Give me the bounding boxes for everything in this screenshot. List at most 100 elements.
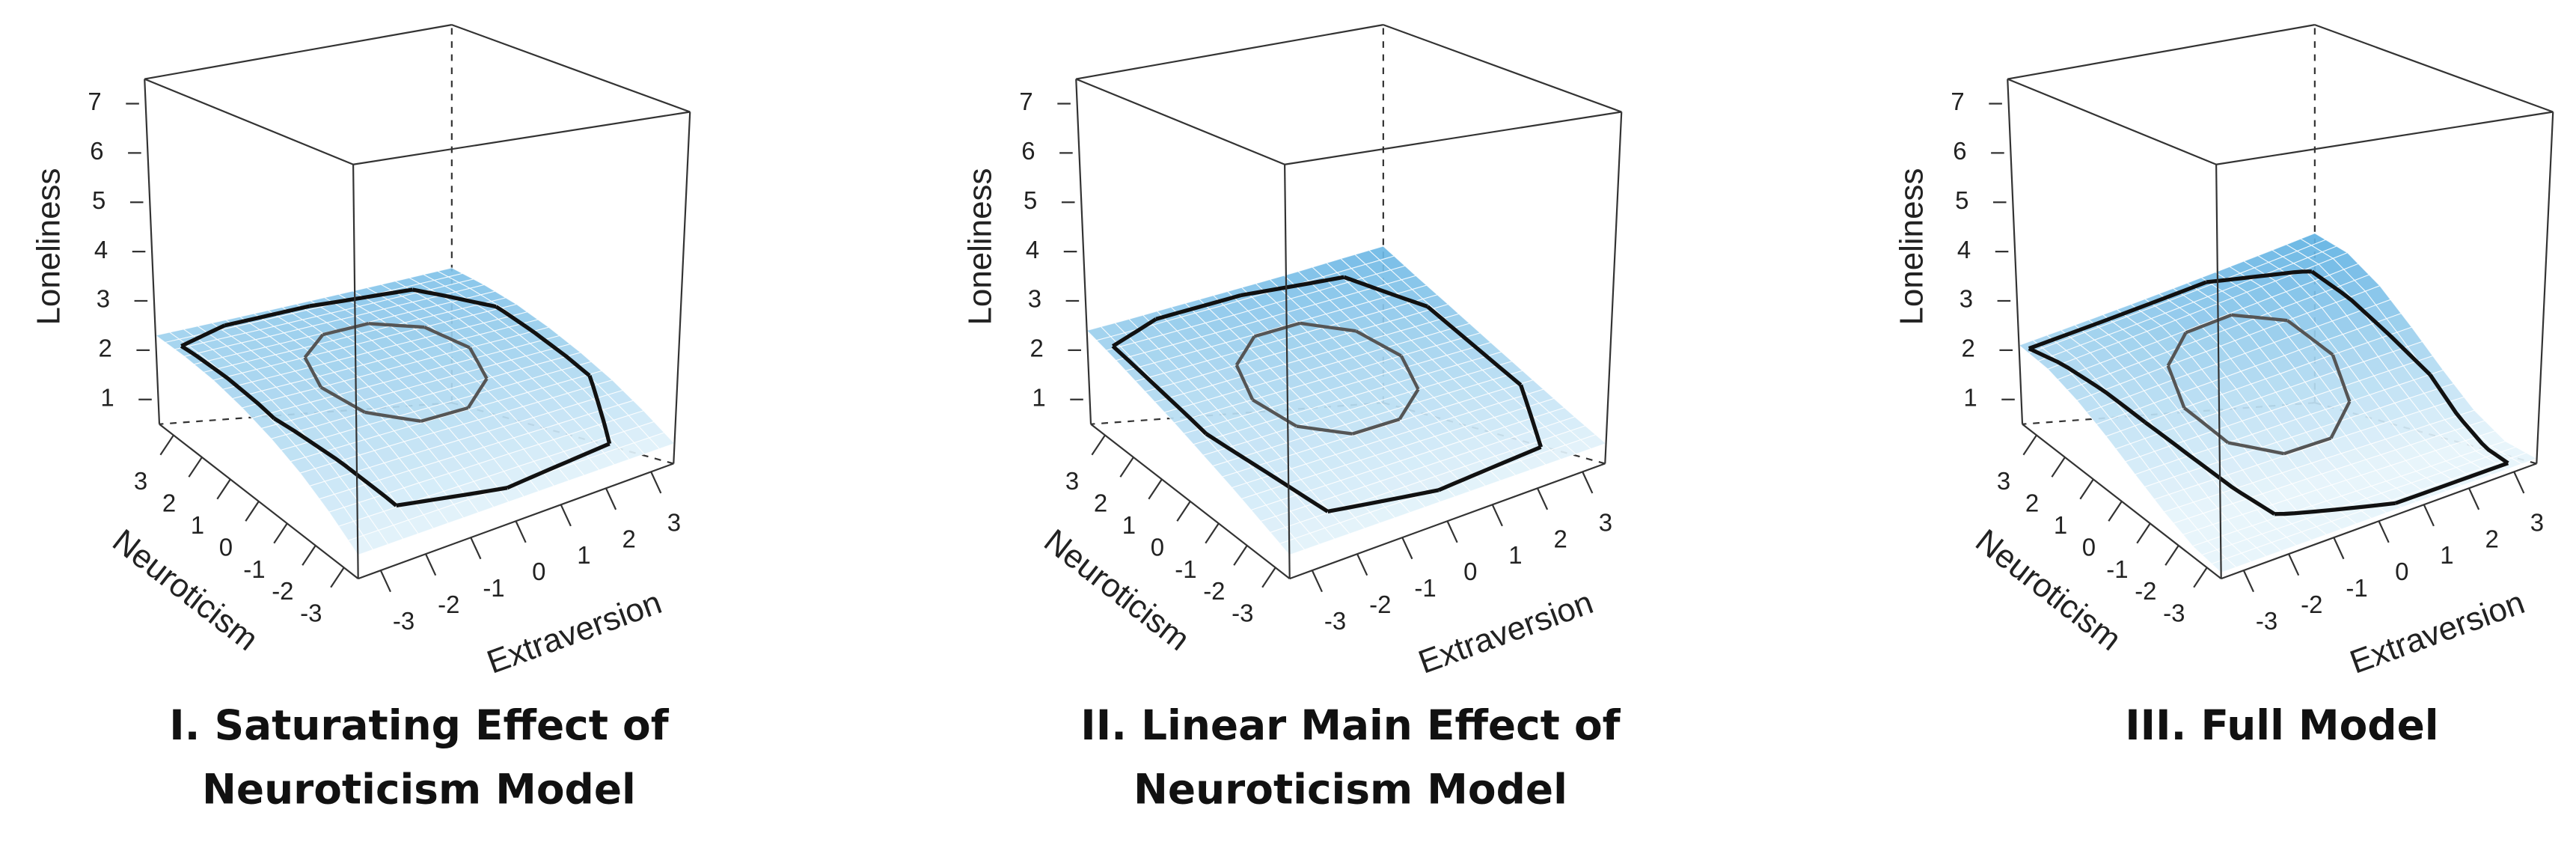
- z-axis-label: Loneliness: [1894, 168, 1930, 326]
- box-edge: [352, 111, 691, 165]
- inner-hull: [2185, 313, 2233, 335]
- inner-hull: [2227, 441, 2285, 456]
- panel: -3-2-10123-3-2-101231234567LonelinessNeu…: [1894, 24, 2554, 749]
- y-tick-label: -1: [243, 555, 265, 583]
- y-tick-label: 2: [1094, 489, 1107, 516]
- z-tick-label: 7: [88, 88, 101, 115]
- x-tick-label: 3: [2530, 508, 2544, 536]
- y-axis-label: Neuroticism: [105, 522, 265, 658]
- outer-hull: [2144, 421, 2276, 516]
- box-edge: [2215, 111, 2554, 165]
- inner-hull: [303, 333, 325, 359]
- z-axis-label: Loneliness: [31, 168, 67, 326]
- y-tick: [2051, 457, 2066, 478]
- x-tick-label: 0: [532, 558, 545, 585]
- outer-hull: [1240, 275, 1344, 298]
- z-tick-label: 3: [1028, 285, 1041, 313]
- outer-hull: [1519, 384, 1544, 448]
- box-edge: [1284, 164, 1291, 579]
- surface-patch: [1279, 537, 1306, 556]
- outer-hull: [180, 323, 226, 348]
- y-tick-label: 0: [1151, 533, 1164, 561]
- x-tick: [2288, 553, 2300, 576]
- inner-hull: [1300, 321, 1356, 333]
- inner-hull: [1235, 335, 1256, 366]
- z-tick-label: 7: [1951, 88, 1964, 115]
- inner-hull: [1235, 364, 1255, 401]
- z-tick-label: 4: [94, 236, 108, 263]
- x-tick-label: -3: [393, 607, 414, 635]
- inner-hull: [2283, 436, 2332, 456]
- box-edge: [1076, 24, 1384, 80]
- inner-hull: [1399, 355, 1420, 391]
- y-tick-label: -1: [2106, 555, 2128, 583]
- inner-hull: [2166, 332, 2188, 367]
- box-edge: [144, 24, 453, 80]
- box-edge: [2536, 112, 2554, 464]
- outer-hull: [2274, 501, 2396, 516]
- y-tick: [330, 567, 345, 588]
- x-tick-label: -3: [1324, 607, 1346, 635]
- x-tick-label: 3: [1599, 508, 1612, 536]
- y-tick-label: 1: [191, 511, 204, 539]
- x-tick-label: -2: [2301, 591, 2322, 618]
- x-axis-label: Extraversion: [483, 584, 667, 681]
- y-tick: [1091, 434, 1106, 456]
- outer-hull: [2028, 347, 2147, 424]
- z-tick-label: 1: [1032, 383, 1045, 411]
- y-tick-label: 3: [1065, 467, 1079, 495]
- inner-hull: [1253, 321, 1301, 338]
- y-tick: [273, 522, 288, 544]
- inner-hull: [1398, 388, 1420, 421]
- z-tick-label: 1: [1963, 383, 1977, 411]
- y-tick: [2108, 501, 2123, 522]
- z-tick-label: 3: [97, 285, 110, 313]
- x-tick: [470, 537, 482, 560]
- y-tick-label: -3: [1232, 600, 1253, 627]
- z-tick-label: 6: [1021, 137, 1035, 165]
- inner-hull: [2166, 364, 2186, 409]
- x-tick-label: 1: [1508, 541, 1522, 569]
- z-tick-label: 1: [100, 383, 114, 411]
- y-tick: [1119, 457, 1134, 478]
- inner-hull: [1296, 424, 1353, 436]
- x-tick-label: 0: [1463, 558, 1477, 585]
- x-tick-label: 3: [667, 508, 681, 536]
- y-tick: [1261, 567, 1276, 588]
- z-tick-label: 4: [1026, 236, 1039, 263]
- x-tick: [379, 570, 391, 593]
- x-tick: [650, 471, 662, 494]
- inner-hull: [1352, 418, 1401, 436]
- outer-hull: [2310, 269, 2432, 376]
- z-tick-label: 6: [1953, 137, 1966, 165]
- box-edge: [2007, 79, 2024, 424]
- x-tick: [1582, 471, 1594, 494]
- outer-hull: [396, 486, 508, 508]
- inner-hull: [466, 377, 489, 409]
- y-tick-label: -3: [300, 600, 322, 627]
- y-tick-label: -1: [1175, 555, 1196, 583]
- outer-hull: [273, 416, 398, 507]
- z-tick-label: 2: [1962, 335, 1975, 362]
- panel-title: I. Saturating Effect of: [169, 701, 670, 749]
- x-tick-label: -2: [1369, 591, 1391, 618]
- x-tick-label: -1: [483, 574, 504, 602]
- inner-hull: [368, 322, 425, 329]
- x-axis-label: Extraversion: [1414, 584, 1598, 681]
- outer-hull: [2206, 269, 2312, 284]
- z-tick-label: 5: [92, 186, 105, 214]
- x-tick: [2513, 471, 2525, 494]
- x-tick: [1491, 504, 1503, 527]
- y-tick: [245, 501, 260, 522]
- inner-hull: [303, 356, 322, 388]
- box-edge: [673, 112, 691, 464]
- inner-hull: [423, 326, 471, 350]
- panel-title: Neuroticism Model: [1133, 766, 1567, 814]
- inner-hull: [2231, 313, 2288, 323]
- x-tick-label: -3: [2256, 607, 2277, 635]
- inner-hull: [2182, 406, 2230, 445]
- outer-hull: [412, 287, 497, 309]
- z-tick-label: 7: [1019, 88, 1032, 115]
- y-tick-label: 1: [2054, 511, 2067, 539]
